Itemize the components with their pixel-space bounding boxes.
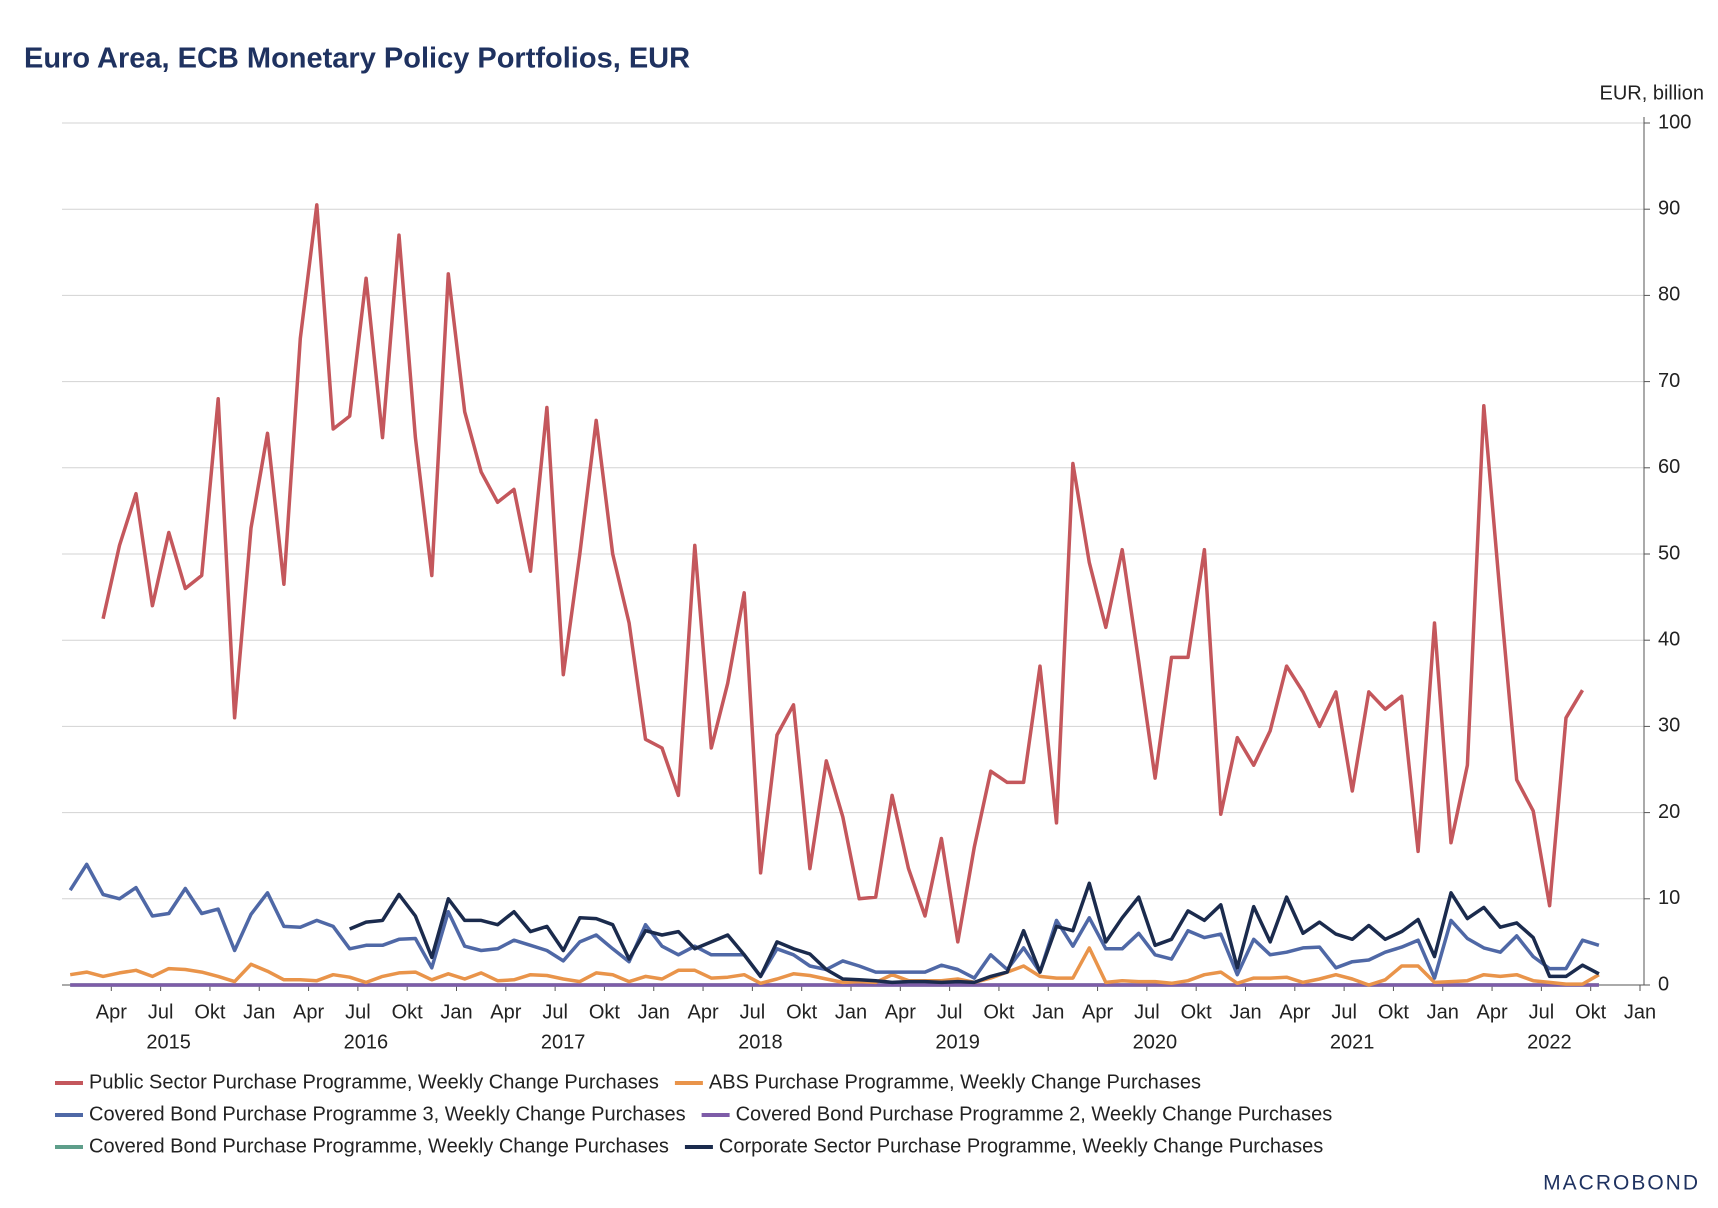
- x-tick-label: Jan: [243, 1001, 275, 1023]
- x-year-label: 2017: [541, 1031, 586, 1053]
- y-tick-label: 20: [1658, 801, 1680, 823]
- legend-label: ABS Purchase Programme, Weekly Change Pu…: [709, 1071, 1201, 1093]
- y-tick-label: 100: [1658, 111, 1691, 133]
- series-line: [101, 203, 1585, 944]
- x-tick-label: Apr: [688, 1001, 719, 1023]
- y-tick-label: 40: [1658, 628, 1680, 650]
- x-tick-label: Jul: [542, 1001, 568, 1023]
- legend-label: Covered Bond Purchase Programme, Weekly …: [89, 1135, 669, 1157]
- y-tick-label: 70: [1658, 370, 1680, 392]
- x-tick-label: Jan: [1229, 1001, 1261, 1023]
- series-line: [69, 946, 1600, 987]
- series-line: [349, 881, 1600, 985]
- x-tick-label: Jul: [345, 1001, 371, 1023]
- x-tick-label: Apr: [1279, 1001, 1310, 1023]
- y-tick-label: 60: [1658, 456, 1680, 478]
- legend-label: Covered Bond Purchase Programme 2, Weekl…: [736, 1103, 1333, 1125]
- x-tick-label: Okt: [983, 1001, 1015, 1023]
- x-tick-label: Okt: [1378, 1001, 1410, 1023]
- x-year-label: 2020: [1133, 1031, 1178, 1053]
- x-tick-label: Jan: [1624, 1001, 1656, 1023]
- x-tick-label: Okt: [1575, 1001, 1607, 1023]
- y-tick-label: 80: [1658, 284, 1680, 306]
- series-line: [68, 862, 1600, 980]
- y-tick-label: 0: [1658, 973, 1669, 995]
- x-tick-label: Apr: [293, 1001, 324, 1023]
- legend-label: Corporate Sector Purchase Programme, Wee…: [719, 1135, 1323, 1157]
- x-tick-label: Jan: [638, 1001, 670, 1023]
- x-tick-label: Apr: [490, 1001, 521, 1023]
- y-tick-label: 10: [1658, 887, 1680, 909]
- y-tick-label: 90: [1658, 197, 1680, 219]
- x-year-label: 2016: [344, 1031, 389, 1053]
- x-tick-label: Jan: [1032, 1001, 1064, 1023]
- x-tick-label: Jan: [1427, 1001, 1459, 1023]
- x-tick-label: Jul: [1134, 1001, 1160, 1023]
- chart-title: Euro Area, ECB Monetary Policy Portfolio…: [24, 43, 690, 75]
- x-tick-label: Okt: [392, 1001, 424, 1023]
- x-tick-label: Jul: [1529, 1001, 1555, 1023]
- x-year-label: 2019: [935, 1031, 980, 1053]
- x-tick-label: Okt: [1181, 1001, 1213, 1023]
- x-tick-label: Okt: [786, 1001, 818, 1023]
- x-year-label: 2022: [1527, 1031, 1572, 1053]
- x-tick-label: Apr: [96, 1001, 127, 1023]
- legend-label: Public Sector Purchase Programme, Weekly…: [89, 1071, 659, 1093]
- x-tick-label: Jul: [740, 1001, 766, 1023]
- x-tick-label: Jul: [148, 1001, 174, 1023]
- x-year-label: 2015: [146, 1031, 191, 1053]
- x-tick-label: Apr: [1477, 1001, 1508, 1023]
- legend-label: Covered Bond Purchase Programme 3, Weekl…: [89, 1103, 686, 1125]
- x-tick-label: Jul: [937, 1001, 963, 1023]
- y-tick-label: 30: [1658, 715, 1680, 737]
- y-axis-unit: EUR, billion: [1600, 82, 1704, 104]
- x-year-label: 2021: [1330, 1031, 1375, 1053]
- x-year-label: 2018: [738, 1031, 783, 1053]
- x-tick-label: Apr: [885, 1001, 916, 1023]
- x-tick-label: Apr: [1082, 1001, 1113, 1023]
- x-tick-label: Jan: [835, 1001, 867, 1023]
- x-tick-label: Okt: [194, 1001, 226, 1023]
- x-tick-label: Okt: [589, 1001, 621, 1023]
- x-tick-label: Jan: [440, 1001, 472, 1023]
- y-tick-label: 50: [1658, 542, 1680, 564]
- logo: MACROBOND: [1543, 1172, 1700, 1195]
- x-tick-label: Jul: [1331, 1001, 1357, 1023]
